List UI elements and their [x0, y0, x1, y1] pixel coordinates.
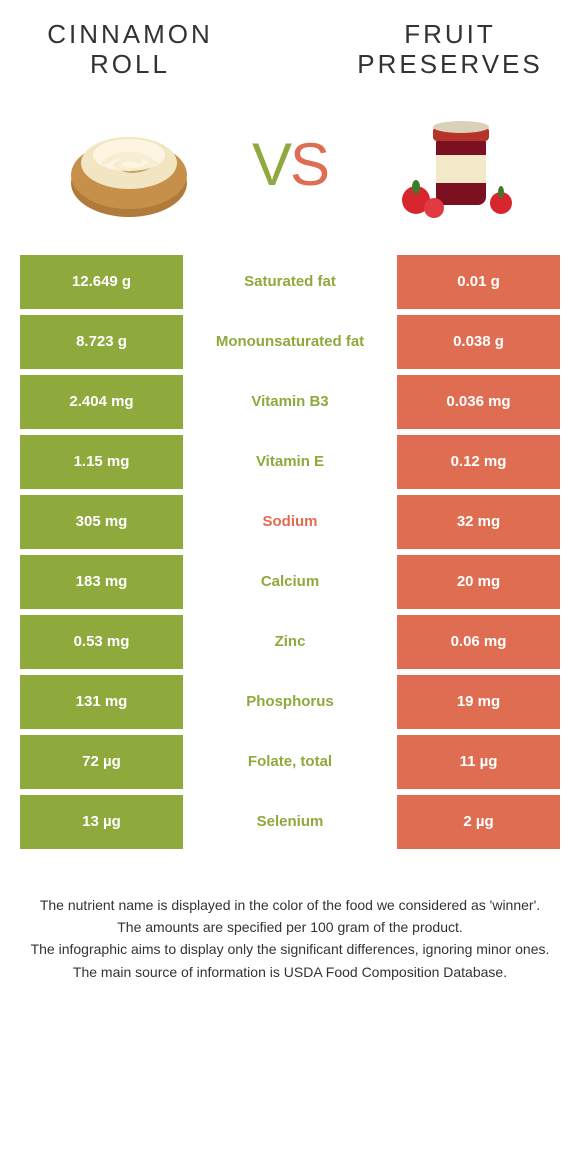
nutrient-label: Vitamin E	[183, 435, 397, 489]
left-value: 8.723 g	[20, 315, 183, 369]
left-value: 183 mg	[20, 555, 183, 609]
right-title-line1: Fruit	[404, 19, 496, 49]
nutrient-label: Monounsaturated fat	[183, 315, 397, 369]
right-title-line2: Preserves	[357, 49, 542, 79]
images-row: VS	[0, 80, 580, 255]
left-value: 13 µg	[20, 795, 183, 849]
right-value: 19 mg	[397, 675, 560, 729]
right-value: 0.038 g	[397, 315, 560, 369]
left-value: 2.404 mg	[20, 375, 183, 429]
table-row: 12.649 gSaturated fat0.01 g	[20, 255, 560, 309]
nutrient-label: Vitamin B3	[183, 375, 397, 429]
fruit-preserves-icon	[376, 105, 526, 225]
note-line: The main source of information is USDA F…	[30, 962, 550, 982]
right-value: 11 µg	[397, 735, 560, 789]
nutrient-label: Sodium	[183, 495, 397, 549]
left-value: 1.15 mg	[20, 435, 183, 489]
table-row: 1.15 mgVitamin E0.12 mg	[20, 435, 560, 489]
left-value: 305 mg	[20, 495, 183, 549]
nutrient-label: Calcium	[183, 555, 397, 609]
right-value: 0.12 mg	[397, 435, 560, 489]
comparison-table: 12.649 gSaturated fat0.01 g 8.723 gMonoun…	[0, 255, 580, 849]
left-value: 12.649 g	[20, 255, 183, 309]
left-title-line1: Cinnamon	[47, 19, 213, 49]
nutrient-label: Folate, total	[183, 735, 397, 789]
left-value: 131 mg	[20, 675, 183, 729]
note-line: The nutrient name is displayed in the co…	[30, 895, 550, 915]
left-food-title: Cinnamon Roll	[30, 20, 230, 80]
table-row: 183 mgCalcium20 mg	[20, 555, 560, 609]
table-row: 13 µgSelenium2 µg	[20, 795, 560, 849]
table-row: 0.53 mgZinc0.06 mg	[20, 615, 560, 669]
table-row: 8.723 gMonounsaturated fat0.038 g	[20, 315, 560, 369]
right-food-title: Fruit Preserves	[350, 20, 550, 80]
left-title-line2: Roll	[90, 49, 170, 79]
nutrient-label: Phosphorus	[183, 675, 397, 729]
note-line: The infographic aims to display only the…	[30, 939, 550, 959]
right-value: 0.01 g	[397, 255, 560, 309]
vs-v: V	[252, 131, 290, 198]
vs-s: S	[290, 131, 328, 198]
notes-block: The nutrient name is displayed in the co…	[0, 855, 580, 982]
right-value: 32 mg	[397, 495, 560, 549]
table-row: 72 µgFolate, total11 µg	[20, 735, 560, 789]
header: Cinnamon Roll Fruit Preserves	[0, 0, 580, 80]
nutrient-label: Zinc	[183, 615, 397, 669]
table-row: 2.404 mgVitamin B30.036 mg	[20, 375, 560, 429]
vs-label: VS	[252, 130, 328, 199]
right-value: 0.06 mg	[397, 615, 560, 669]
right-value: 20 mg	[397, 555, 560, 609]
note-line: The amounts are specified per 100 gram o…	[30, 917, 550, 937]
right-value: 2 µg	[397, 795, 560, 849]
nutrient-label: Selenium	[183, 795, 397, 849]
left-value: 0.53 mg	[20, 615, 183, 669]
left-value: 72 µg	[20, 735, 183, 789]
nutrient-label: Saturated fat	[183, 255, 397, 309]
cinnamon-roll-icon	[54, 105, 204, 225]
table-row: 131 mgPhosphorus19 mg	[20, 675, 560, 729]
right-value: 0.036 mg	[397, 375, 560, 429]
table-row: 305 mgSodium32 mg	[20, 495, 560, 549]
